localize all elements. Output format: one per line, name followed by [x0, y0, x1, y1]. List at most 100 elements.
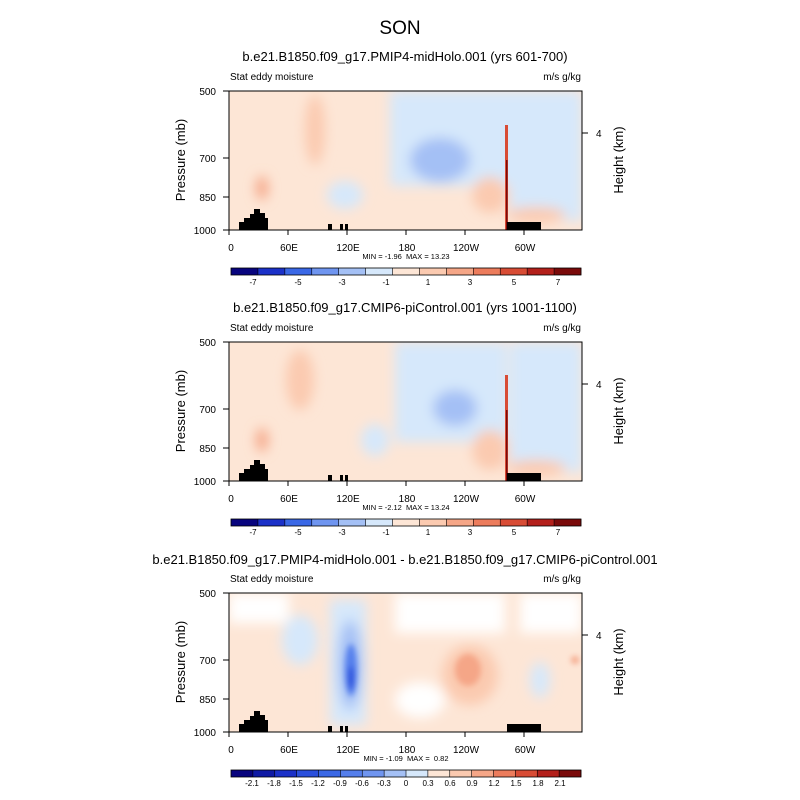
terrain: [239, 460, 541, 481]
colorbar: [230, 267, 582, 276]
colorbar-swatch: [318, 770, 341, 777]
colorbar-swatch: [296, 770, 319, 777]
x-tick-label: 0: [228, 243, 234, 254]
contour-field: [229, 342, 582, 481]
y-right-tick-label: 4: [596, 380, 602, 391]
colorbar-swatch: [340, 770, 363, 777]
colorbar-swatch: [559, 770, 582, 777]
right-string: m/s g/kg: [543, 323, 581, 334]
y-right-axis-title: Height (km): [611, 377, 626, 444]
y-tick-label: 500: [199, 338, 216, 349]
colorbar-swatch: [427, 770, 451, 777]
x-tick-label: 120E: [336, 494, 360, 505]
colorbar-label: -5: [294, 528, 302, 537]
colorbar-label: 3: [468, 528, 473, 537]
colorbar-label: -1.2: [311, 779, 325, 788]
x-tick-label: 120E: [336, 745, 360, 756]
y-tick-label: 500: [199, 589, 216, 600]
colorbar-label: -2.1: [245, 779, 259, 788]
x-tick-label: 60E: [280, 745, 298, 756]
colorbar-swatch: [419, 519, 447, 526]
colorbar-swatch: [493, 770, 516, 777]
colorbar-swatch: [338, 268, 366, 275]
colorbar-frame: [230, 518, 582, 527]
colorbar-swatch: [252, 770, 276, 777]
y-axis-title: Pressure (mb): [173, 370, 188, 452]
colorbar-label: -5: [294, 278, 302, 287]
colorbar-label: -7: [249, 278, 257, 287]
left-string: Stat eddy moisture: [230, 72, 314, 83]
left-string: Stat eddy moisture: [230, 323, 314, 334]
colorbar-swatch: [362, 770, 385, 777]
x-tick-label: 0: [228, 745, 234, 756]
colorbar-swatch: [473, 268, 501, 275]
colorbar-label: 5: [512, 528, 517, 537]
y-right-tick-label: 4: [596, 631, 602, 642]
colorbar-label: 1.8: [532, 779, 544, 788]
colorbar-label: 0: [404, 779, 409, 788]
terrain: [239, 209, 541, 230]
colorbar-label: 0.9: [466, 779, 478, 788]
colorbar-swatch: [500, 519, 528, 526]
y-tick-label: 1000: [194, 728, 217, 739]
colorbar-swatch: [257, 268, 286, 275]
y-right-tick-label: 4: [596, 129, 602, 140]
panel-title: b.e21.B1850.f09_g17.PMIP4-midHolo.001 (y…: [242, 49, 567, 64]
colorbar-swatch: [384, 770, 407, 777]
colorbar-label: 1.2: [488, 779, 500, 788]
panel-1: b.e21.B1850.f09_g17.PMIP4-midHolo.001 (y…: [173, 49, 626, 287]
colorbar-swatch: [500, 268, 528, 275]
colorbar-label: -0.9: [333, 779, 347, 788]
x-tick-label: 180: [399, 494, 416, 505]
y-axis-title: Pressure (mb): [173, 119, 188, 201]
x-tick-label: 0: [228, 494, 234, 505]
x-tick-label: 180: [399, 745, 416, 756]
x-ticks: [228, 230, 525, 235]
colorbar-label: -0.6: [355, 779, 369, 788]
y-tick-label: 850: [199, 193, 216, 204]
colorbar-label: -1: [382, 528, 390, 537]
y-tick-label: 500: [199, 87, 216, 98]
y-right-axis-title: Height (km): [611, 628, 626, 695]
y-tick-label: 850: [199, 444, 216, 455]
colorbar-swatch: [284, 519, 313, 526]
x-tick-label: 120W: [453, 745, 480, 756]
colorbar-swatch: [231, 268, 259, 275]
colorbar-swatch: [231, 519, 259, 526]
colorbar-swatch: [392, 268, 420, 275]
x-tick-label: 120W: [453, 494, 480, 505]
x-tick-label: 60W: [515, 745, 536, 756]
min-max-stats: MIN = -2.12 MAX = 13.24: [362, 503, 449, 512]
y-tick-label: 700: [199, 154, 216, 165]
colorbar-swatch: [554, 268, 582, 275]
right-string: m/s g/kg: [543, 72, 581, 83]
x-ticks: [228, 732, 525, 737]
colorbar-swatch: [311, 268, 339, 275]
panel-title: b.e21.B1850.f09_g17.CMIP6-piControl.001 …: [233, 300, 577, 315]
colorbar-label: 1.5: [510, 779, 522, 788]
colorbar-label: 7: [556, 528, 561, 537]
colorbar-label: -3: [338, 528, 346, 537]
x-tick-label: 180: [399, 243, 416, 254]
y-tick-label: 850: [199, 695, 216, 706]
colorbar-swatch: [392, 519, 420, 526]
contour-field: [229, 593, 582, 732]
colorbar-swatch: [449, 770, 472, 777]
x-tick-label: 60E: [280, 243, 298, 254]
colorbar-swatch: [257, 519, 286, 526]
contour-field: [229, 91, 582, 230]
colorbar-label: 0.3: [422, 779, 434, 788]
colorbar-swatch: [365, 268, 393, 275]
colorbar-label: 2.1: [554, 779, 566, 788]
x-tick-label: 120E: [336, 243, 360, 254]
y-ticks: [223, 341, 588, 482]
x-tick-label: 60E: [280, 494, 298, 505]
colorbar-label: -1: [382, 278, 390, 287]
colorbar: [230, 518, 582, 527]
colorbar-swatch: [527, 268, 555, 275]
left-string: Stat eddy moisture: [230, 574, 314, 585]
x-ticks: [228, 481, 525, 486]
colorbar-swatch: [284, 268, 313, 275]
colorbar: [230, 769, 582, 778]
